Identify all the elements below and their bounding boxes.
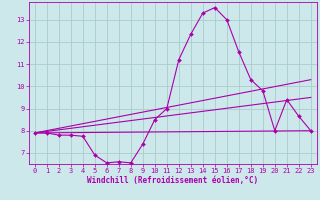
X-axis label: Windchill (Refroidissement éolien,°C): Windchill (Refroidissement éolien,°C) [87,176,258,185]
